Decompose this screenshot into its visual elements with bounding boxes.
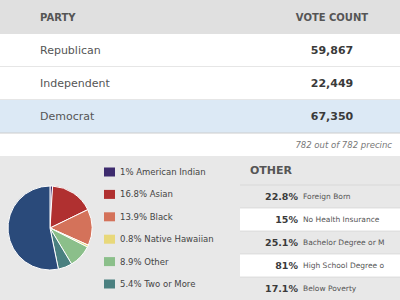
pie-section: 1% American Indian 16.8% Asian 13.9% Black… (0, 156, 240, 300)
legend-swatch (104, 212, 115, 221)
legend-label: 8.9% Other (120, 257, 169, 267)
row-divider (240, 185, 400, 186)
section-background (0, 156, 240, 300)
table-row (0, 34, 400, 67)
precinct-note: 782 out of 782 precinc (295, 140, 392, 150)
vote-count: 22,449 (311, 77, 353, 90)
column-header: PARTY (40, 12, 76, 23)
party-name: Independent (40, 77, 110, 90)
table-row (0, 100, 400, 133)
stat-label: High School Degree o (303, 261, 385, 270)
stat-value: 25.1% (265, 237, 298, 248)
table-row (240, 277, 400, 300)
party-name: Republican (40, 44, 101, 57)
legend-swatch (104, 190, 115, 199)
row-divider (240, 208, 400, 209)
stat-label: Foreign Born (303, 192, 351, 201)
row-divider (0, 133, 400, 134)
background (0, 0, 400, 300)
row-divider (240, 254, 400, 255)
vote-count: 67,350 (311, 110, 354, 123)
stat-label: Below Poverty (303, 284, 357, 293)
legend-swatch (104, 235, 115, 244)
row-divider (240, 277, 400, 278)
stat-value: 22.8% (265, 191, 298, 202)
pie-slice (8, 186, 58, 270)
stat-label: No Health Insurance (303, 215, 380, 224)
stat-value: 17.1% (265, 283, 298, 294)
column-header: VOTE COUNT (296, 12, 369, 23)
legend-label: 16.8% Asian (120, 189, 173, 199)
stat-value: 15% (275, 214, 298, 225)
other-table: OTHER 22.8% Foreign Born 15% No Health Insur… (240, 156, 400, 300)
legend-swatch (104, 257, 115, 266)
section-background (240, 156, 400, 300)
row-divider (240, 231, 400, 232)
legend-label: 0.8% Native Hawaiian (120, 234, 214, 244)
table-title: OTHER (250, 164, 293, 177)
figure: PARTY VOTE COUNT Republican 59,867 Independe… (0, 0, 400, 300)
table-row (240, 231, 400, 254)
stat-value: 81% (275, 260, 298, 271)
table-row (0, 67, 400, 100)
legend-swatch (104, 168, 115, 177)
legend-swatch (104, 280, 115, 289)
table-header (240, 156, 400, 185)
table-header (0, 0, 400, 34)
legend-label: 5.4% Two or More (120, 279, 195, 289)
stat-label: Bachelor Degree or M (303, 238, 385, 247)
legend-label: 13.9% Black (120, 212, 173, 222)
vote-table: PARTY VOTE COUNT Republican 59,867 Independe… (0, 0, 400, 150)
party-name: Democrat (40, 110, 95, 123)
legend: 1% American Indian 16.8% Asian 13.9% Black… (104, 167, 214, 289)
legend-label: 1% American Indian (120, 167, 206, 177)
vote-count: 59,867 (311, 44, 353, 57)
pie (8, 186, 92, 270)
table-row (240, 185, 400, 208)
